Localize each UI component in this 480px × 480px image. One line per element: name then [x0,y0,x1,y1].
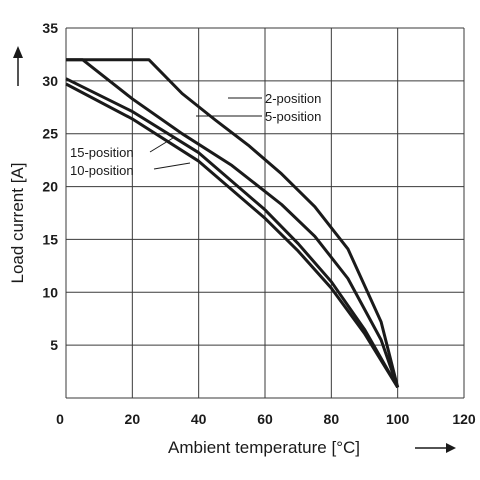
y-axis-label: Load current [A] [8,163,27,284]
x-tick-label: 20 [125,411,141,427]
series-label: 5-position [265,109,321,124]
y-tick-label: 10 [42,284,58,300]
series-line-15-position [65,77,400,389]
series-label: 2-position [265,91,321,106]
y-tick-label: 25 [42,126,58,142]
y-tick-label: 5 [50,337,58,353]
y-tick-label: 15 [42,231,58,247]
x-tick-labels: 0 20 40 60 80 100 120 [56,411,476,427]
x-tick-label: 60 [257,411,273,427]
y-tick-label: 20 [42,179,58,195]
x-tick-label: 0 [56,411,64,427]
x-tick-label: 100 [386,411,410,427]
series-label: 10-position [70,163,134,178]
series-label: 15-position [70,145,134,160]
series-labels: 2-position 5-position 15-position 10-positi… [70,91,321,178]
leader-line [153,162,191,170]
y-tick-labels: 5 10 15 20 25 30 35 [42,20,58,353]
leader-line [149,137,174,153]
x-tick-label: 80 [324,411,340,427]
x-axis-arrow-icon [415,443,456,453]
series-lines [65,58,400,389]
series-line-2-position [66,58,400,388]
x-axis-label: Ambient temperature [°C] [168,438,360,457]
y-tick-label: 35 [42,20,58,36]
series-line-5-position [66,58,400,388]
x-tick-label: 40 [191,411,207,427]
grid [65,27,465,399]
series-line-10-position [65,82,399,389]
x-tick-label: 120 [452,411,476,427]
y-axis-arrow-icon [13,46,23,86]
y-tick-label: 30 [42,73,58,89]
